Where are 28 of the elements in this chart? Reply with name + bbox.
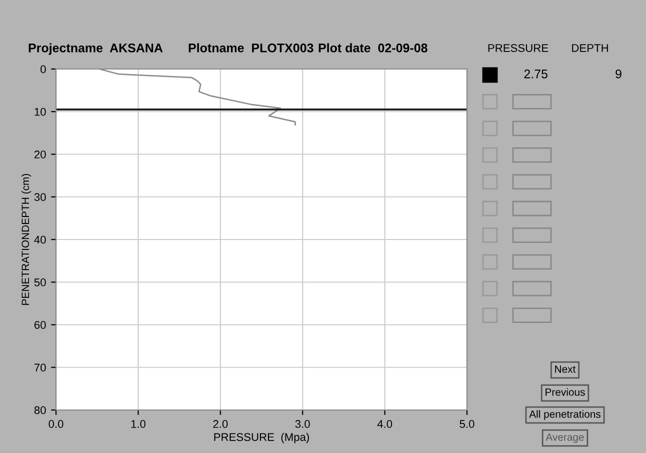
x-axis-title: PRESSURE (Mpa) xyxy=(214,432,309,444)
y-tick-label: 50 xyxy=(34,278,46,286)
x-tick-label: 3.0 xyxy=(295,420,310,428)
y-tick-label: 20 xyxy=(34,150,46,158)
y-tick-label: 80 xyxy=(34,406,46,414)
text: Plotname PLOTX003 xyxy=(188,43,314,52)
text: PRESSURE xyxy=(488,44,548,52)
x-tick-label: 1.0 xyxy=(131,420,146,428)
text: All penetrations xyxy=(529,410,601,420)
text: Average xyxy=(546,434,584,443)
text: Next xyxy=(555,366,576,373)
y-tick-label: 30 xyxy=(34,193,46,202)
y-axis-title: PENETRATIONDEPTH (cm) xyxy=(21,174,32,305)
x-tick-label: 2.0 xyxy=(213,420,228,428)
text: Previous xyxy=(546,388,585,396)
text: DEPTH xyxy=(572,44,608,52)
x-tick-label: 0.0 xyxy=(48,420,64,428)
y-tick-label: 40 xyxy=(34,236,46,244)
text: 9 xyxy=(616,70,622,78)
y-tick-label: 60 xyxy=(34,321,46,329)
y-tick-label: 10 xyxy=(34,108,46,116)
text: Plot date 02-09-08 xyxy=(318,43,428,52)
y-tick-label: 70 xyxy=(34,364,46,372)
x-tick-label: 5.0 xyxy=(460,420,474,428)
y-tick-label: 0 xyxy=(40,65,46,74)
text: 2.75 xyxy=(524,70,548,78)
x-tick-label: 4.0 xyxy=(377,420,392,428)
text: Projectname AKSANA xyxy=(28,43,163,55)
